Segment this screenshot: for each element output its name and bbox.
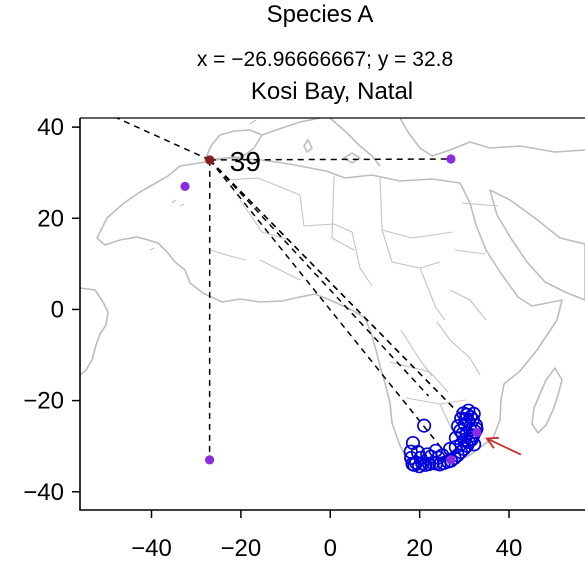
occurrence-point bbox=[467, 437, 482, 452]
reference-point bbox=[205, 455, 215, 465]
y-tick-label: 40 bbox=[37, 114, 64, 141]
occurrence-points bbox=[403, 403, 484, 474]
iberia bbox=[204, 129, 263, 161]
arrow-group bbox=[485, 436, 522, 456]
south-america bbox=[80, 287, 109, 376]
arabian-peninsula bbox=[489, 189, 585, 301]
connection-lines bbox=[115, 118, 465, 461]
reference-point bbox=[472, 427, 482, 438]
occurrence-point bbox=[417, 418, 432, 433]
connection-line bbox=[115, 118, 211, 161]
country-borders bbox=[209, 175, 499, 446]
chart-title: Species A bbox=[267, 1, 374, 28]
occurrence-point bbox=[420, 447, 435, 462]
pointer-arrow bbox=[485, 436, 522, 456]
connection-line bbox=[209, 159, 452, 461]
x-tick-label: 40 bbox=[496, 535, 523, 562]
chart-subtitle: x = −26.96666667; y = 32.8 bbox=[197, 48, 453, 71]
x-tick-label: −20 bbox=[221, 535, 262, 562]
selected-point bbox=[205, 155, 215, 165]
chart-caption: Kosi Bay, Natal bbox=[251, 78, 413, 105]
reference-point bbox=[180, 181, 190, 191]
occurrence-point bbox=[442, 441, 458, 456]
reference-points bbox=[180, 154, 482, 465]
x-tick-label: 0 bbox=[324, 535, 337, 562]
axis-ticks: −40 −20 0 20 40 −40 −20 0 20 40 bbox=[23, 114, 522, 562]
selection-group: 39 bbox=[205, 146, 261, 177]
madagascar bbox=[531, 367, 563, 434]
connection-line bbox=[209, 159, 465, 420]
x-tick-label: −40 bbox=[131, 535, 172, 562]
europe bbox=[261, 118, 585, 167]
occurrence-point bbox=[410, 445, 425, 460]
connection-line bbox=[209, 158, 451, 161]
y-tick-label: −40 bbox=[23, 479, 64, 506]
y-tick-label: −20 bbox=[23, 388, 64, 415]
atlantic-islands bbox=[149, 119, 257, 251]
africa-coastline bbox=[96, 157, 563, 469]
mediterranean-islands bbox=[303, 139, 361, 164]
occurrence-point bbox=[455, 426, 470, 441]
occurrence-point bbox=[428, 443, 443, 458]
reference-point bbox=[446, 154, 456, 164]
y-tick-label: 0 bbox=[51, 296, 64, 323]
occurrence-point bbox=[412, 459, 427, 474]
occurrence-point bbox=[403, 444, 418, 459]
y-tick-label: 20 bbox=[37, 205, 64, 232]
selected-point-label: 39 bbox=[230, 146, 261, 177]
occurrence-point bbox=[453, 423, 468, 438]
x-tick-label: 20 bbox=[406, 535, 433, 562]
connection-line bbox=[209, 159, 430, 397]
occurrence-point bbox=[466, 406, 481, 421]
reference-point bbox=[446, 455, 456, 465]
plot-frame bbox=[79, 118, 585, 511]
